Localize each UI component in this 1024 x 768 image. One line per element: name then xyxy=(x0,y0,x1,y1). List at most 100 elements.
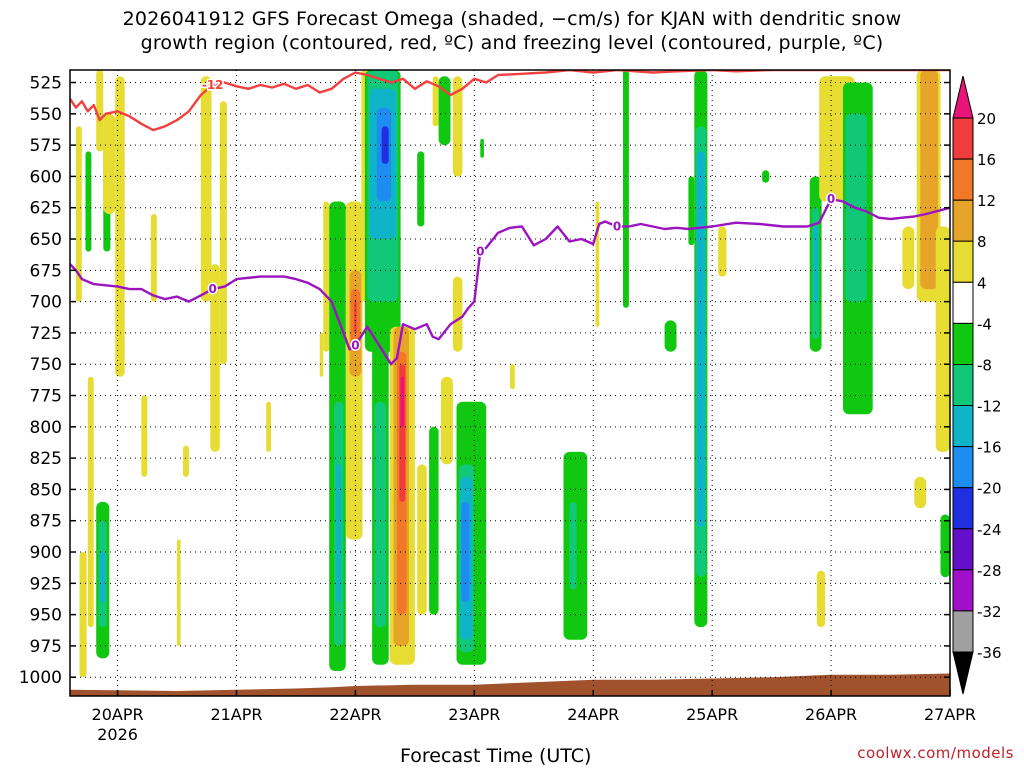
omega-cell xyxy=(150,214,157,302)
y-tick-label: 650 xyxy=(30,230,62,250)
colorbar-box xyxy=(952,117,974,160)
x-tick-label: 27APR xyxy=(924,705,976,724)
y-tick-label: 575 xyxy=(30,136,62,156)
site-credit[interactable]: coolwx.com/models xyxy=(857,744,1014,762)
grid xyxy=(70,70,951,696)
colorbar-label: -28 xyxy=(977,562,1002,580)
y-tick-label: 800 xyxy=(30,418,62,438)
omega-cell xyxy=(85,151,92,252)
colorbar-label: -16 xyxy=(977,439,1002,457)
omega-cell xyxy=(177,539,181,646)
contours: -12 0 0 0 0 0 xyxy=(70,70,950,366)
omega-cell xyxy=(417,151,425,227)
freezing-level-contour-label: 0 xyxy=(827,192,835,206)
chart-title-line-2: growth region (contoured, red, ºC) and f… xyxy=(140,32,884,54)
snow-growth-contour-label: -12 xyxy=(202,78,224,92)
omega-cell xyxy=(354,301,357,333)
omega-cell xyxy=(323,201,330,352)
y-tick-label: 700 xyxy=(30,293,62,313)
y-tick-label: 750 xyxy=(30,355,62,375)
colorbar-box xyxy=(952,610,974,653)
y-tick-label: 950 xyxy=(30,606,62,626)
y-tick-label: 725 xyxy=(30,324,62,344)
freezing-level-contour-label: 0 xyxy=(209,282,217,296)
x-axis-label: Forecast Time (UTC) xyxy=(400,745,592,767)
omega-cell xyxy=(87,376,94,628)
omega-cell xyxy=(940,514,950,578)
omega-cell xyxy=(595,201,600,327)
chart-title-line-1: 2026041912 GFS Forecast Omega (shaded, −… xyxy=(122,8,902,30)
y-tick-label: 900 xyxy=(30,543,62,563)
omega-cell xyxy=(480,138,484,158)
colorbar-label: -20 xyxy=(977,480,1002,498)
omega-cell xyxy=(441,376,453,465)
omega-cell xyxy=(115,76,125,377)
omega-shading xyxy=(75,70,950,678)
omega-cell xyxy=(432,76,439,127)
x-tick-label: 20APR xyxy=(92,705,144,724)
colorbar-label: -4 xyxy=(977,315,992,333)
colorbar-box xyxy=(952,199,974,242)
snow-growth-contour xyxy=(70,70,950,132)
y-tick-label: 825 xyxy=(30,449,62,469)
y-tick-label: 550 xyxy=(30,105,62,125)
omega-cell xyxy=(400,376,405,427)
omega-cell xyxy=(79,552,87,678)
y-tick-label: 675 xyxy=(30,261,62,281)
omega-cell xyxy=(75,126,82,302)
colorbar-bottom-arrow xyxy=(952,651,974,695)
x-tick-label: 24APR xyxy=(567,705,619,724)
colorbar-box xyxy=(952,569,974,612)
colorbar-label: -12 xyxy=(977,398,1002,416)
colorbar-top-arrow xyxy=(952,75,974,119)
omega-cell xyxy=(452,276,463,352)
omega-cell xyxy=(103,113,116,214)
colorbar-label: -32 xyxy=(977,603,1002,621)
x-tick-sublabel: 2026 xyxy=(97,725,138,744)
omega-cell xyxy=(141,395,148,477)
colorbar-box xyxy=(952,364,974,407)
omega-cell xyxy=(718,226,727,277)
colorbar-label: 20 xyxy=(977,110,996,128)
omega-cell xyxy=(569,501,577,590)
omega-cell xyxy=(816,570,826,628)
y-tick-label: 775 xyxy=(30,387,62,407)
omega-cell xyxy=(96,70,104,152)
omega-cell xyxy=(902,226,915,290)
omega-cell xyxy=(99,552,106,603)
omega-cell xyxy=(664,320,677,352)
plot-frame xyxy=(69,69,951,697)
omega-cell xyxy=(623,70,629,308)
colorbar-box xyxy=(952,405,974,448)
colorbar-box xyxy=(952,281,974,324)
colorbar-box xyxy=(952,487,974,530)
y-tick-label: 600 xyxy=(30,167,62,187)
y-tick-label: 525 xyxy=(30,74,62,94)
x-tick-label: 23APR xyxy=(448,705,500,724)
x-tick-label: 22APR xyxy=(329,705,381,724)
colorbar-label: -8 xyxy=(977,357,992,375)
colorbar-label: 4 xyxy=(977,274,987,292)
omega-cell xyxy=(183,445,189,477)
omega-cell xyxy=(914,476,927,509)
omega-cell xyxy=(219,101,227,365)
colorbar-label: 12 xyxy=(977,192,996,210)
omega-cell xyxy=(452,76,463,177)
omega-cell xyxy=(336,464,342,603)
omega-cell xyxy=(200,76,212,302)
freezing-level-contour-label: 0 xyxy=(476,245,484,259)
colorbar: 20 16 12 8 4 -4 -8 -12 -16 -20 -24 -28 -32 -36 xyxy=(952,75,1002,695)
colorbar-box xyxy=(952,446,974,489)
y-tick-label: 925 xyxy=(30,574,62,594)
colorbar-label: -24 xyxy=(977,521,1002,539)
x-tick-label: 21APR xyxy=(210,705,262,724)
colorbar-label: 8 xyxy=(977,233,987,251)
x-tick-label: 26APR xyxy=(805,705,857,724)
omega-cell xyxy=(510,364,515,390)
omega-cell xyxy=(417,464,427,615)
colorbar-box xyxy=(952,322,974,365)
omega-cell xyxy=(319,332,324,377)
omega-cell xyxy=(813,226,818,302)
colorbar-label: -36 xyxy=(977,644,1002,662)
